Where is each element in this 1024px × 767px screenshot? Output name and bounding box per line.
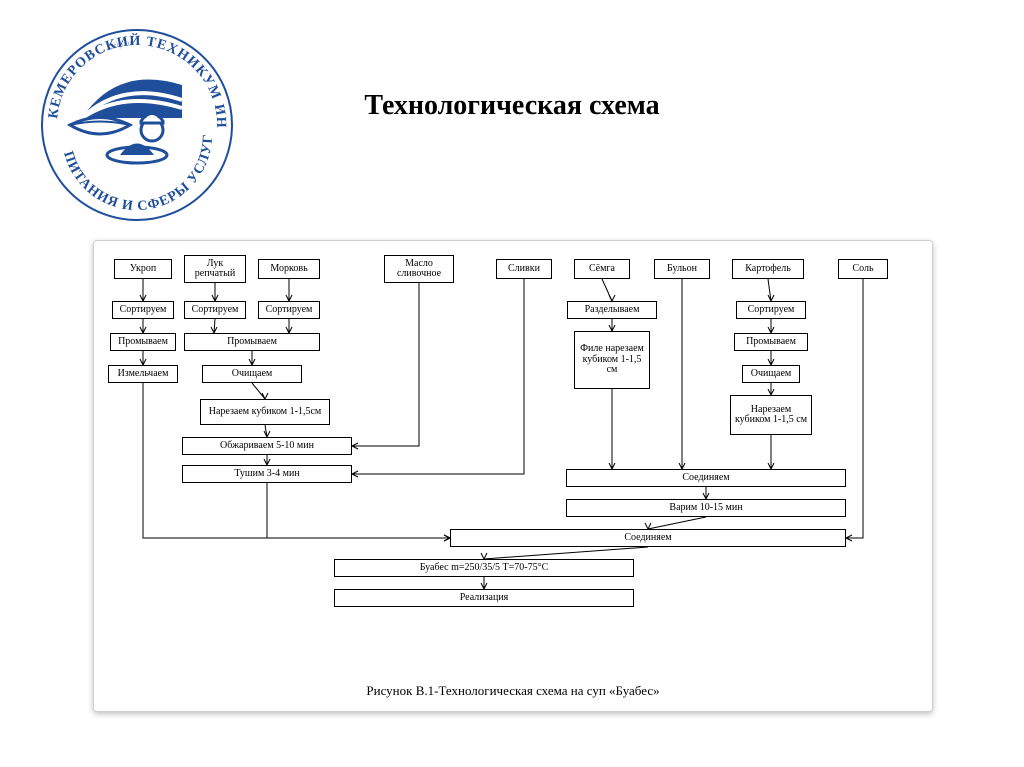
node-sort4: Сортируем — [736, 301, 806, 319]
node-sol: Соль — [838, 259, 888, 279]
node-soed2: Соединяем — [450, 529, 846, 547]
node-soed1: Соединяем — [566, 469, 846, 487]
node-narezkub: Нарезаем кубиком 1-1,5см — [200, 399, 330, 425]
institution-logo: 42tip.ru КЕМЕРОВСКИЙ ТЕХНИКУМ ИНДУСТРИИ … — [22, 10, 252, 240]
node-prom23: Промываем — [184, 333, 320, 351]
node-bulion: Бульон — [654, 259, 710, 279]
page-title: Технологическая схема — [0, 90, 1024, 122]
node-obzhar: Обжариваем 5-10 мин — [182, 437, 352, 455]
node-maslo: Масло сливочное — [384, 255, 454, 283]
node-slivki: Сливки — [496, 259, 552, 279]
node-ochish: Очищаем — [202, 365, 302, 383]
node-luk: Лук репчатый — [184, 255, 246, 283]
node-semga: Сёмга — [574, 259, 630, 279]
node-tushim: Тушим 3-4 мин — [182, 465, 352, 483]
node-sort1: Сортируем — [112, 301, 174, 319]
node-ukrop: Укроп — [114, 259, 172, 279]
node-buabes: Буабес m=250/35/5 Т=70-75°С — [334, 559, 634, 577]
node-izmel: Измельчаем — [108, 365, 178, 383]
node-razdel: Разделываем — [567, 301, 657, 319]
node-realiz: Реализация — [334, 589, 634, 607]
figure-caption: Рисунок В.1-Технологическая схема на суп… — [94, 683, 932, 699]
node-ochish4: Очищаем — [742, 365, 800, 383]
node-sort2: Сортируем — [184, 301, 246, 319]
flowchart: Укроп Лук репчатый Морковь Масло сливочное С… — [94, 241, 932, 711]
node-morkov: Морковь — [258, 259, 320, 279]
node-kartofel: Картофель — [732, 259, 804, 279]
node-sort3: Сортируем — [258, 301, 320, 319]
node-prom1: Промываем — [110, 333, 176, 351]
diagram-frame: Укроп Лук репчатый Морковь Масло сливочное С… — [93, 240, 933, 712]
node-varim: Варим 10-15 мин — [566, 499, 846, 517]
node-prom4: Промываем — [734, 333, 808, 351]
node-filenar: Филе нарезаем кубиком 1-1,5 см — [574, 331, 650, 389]
node-narez4: Нарезаем кубиком 1-1,5 см — [730, 395, 812, 435]
